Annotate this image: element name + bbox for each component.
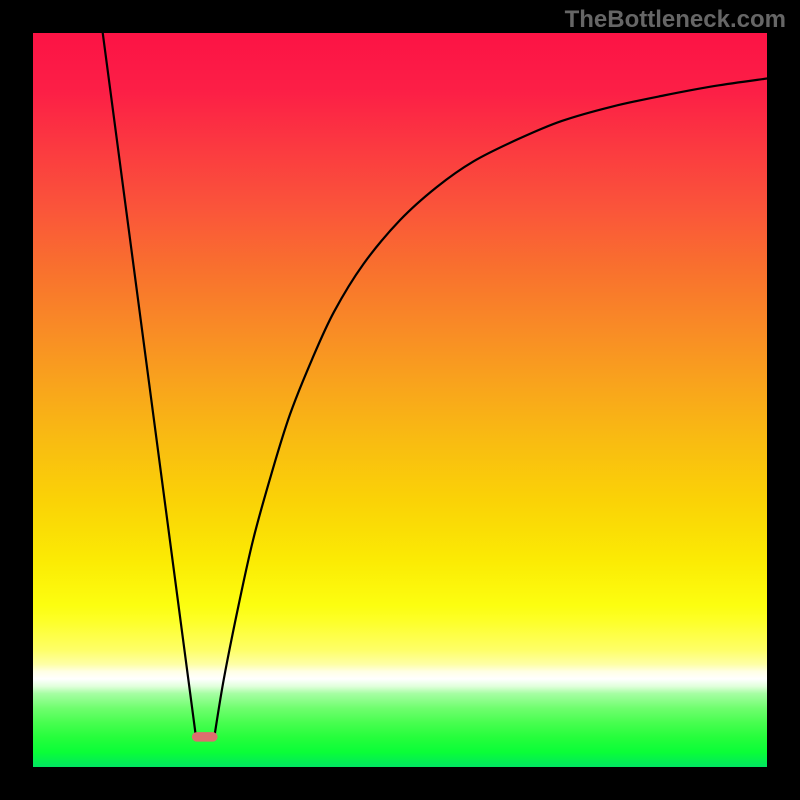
plot-area <box>33 33 767 767</box>
chart-background <box>33 33 767 767</box>
chart-container: TheBottleneck.com <box>0 0 800 800</box>
chart-svg <box>33 33 767 767</box>
watermark-text: TheBottleneck.com <box>565 6 786 34</box>
valley-marker <box>192 732 218 742</box>
